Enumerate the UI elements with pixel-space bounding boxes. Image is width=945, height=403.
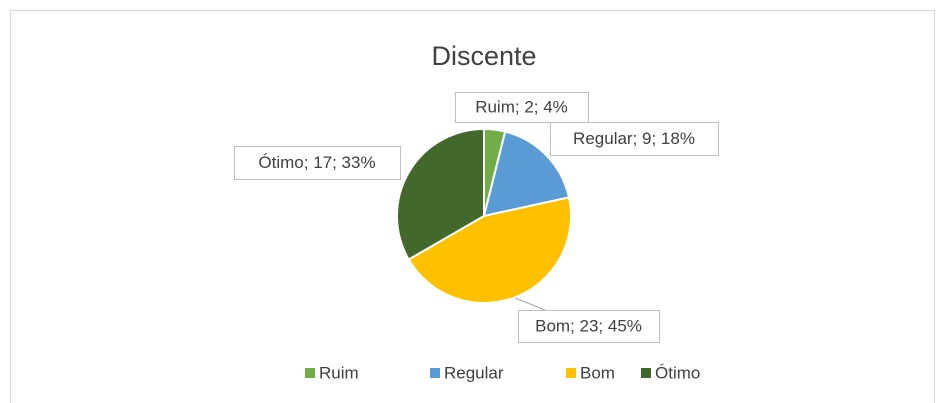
legend-swatch xyxy=(430,368,440,378)
data-label: Bom; 23; 45% xyxy=(535,316,642,335)
legend-label: Ruim xyxy=(319,363,359,382)
pie-slice xyxy=(407,196,572,304)
data-label: Ruim; 2; 4% xyxy=(475,97,568,116)
legend-label: Bom xyxy=(580,363,615,382)
data-label-box xyxy=(455,92,589,123)
data-label-box xyxy=(234,146,401,180)
legend-swatch xyxy=(566,368,576,378)
data-label-box xyxy=(550,122,719,156)
chart-title: Discente xyxy=(431,41,536,71)
legend-label: Regular xyxy=(444,363,504,382)
data-label-box xyxy=(518,310,660,343)
leader-line xyxy=(514,297,546,311)
legend-swatch xyxy=(641,368,651,378)
pie-slice xyxy=(482,130,571,218)
pie-slice xyxy=(396,127,485,261)
legend-label: Ótimo xyxy=(655,363,700,382)
data-label: Ótimo; 17; 33% xyxy=(258,153,375,172)
data-label: Regular; 9; 18% xyxy=(573,129,695,148)
legend-swatch xyxy=(305,368,315,378)
